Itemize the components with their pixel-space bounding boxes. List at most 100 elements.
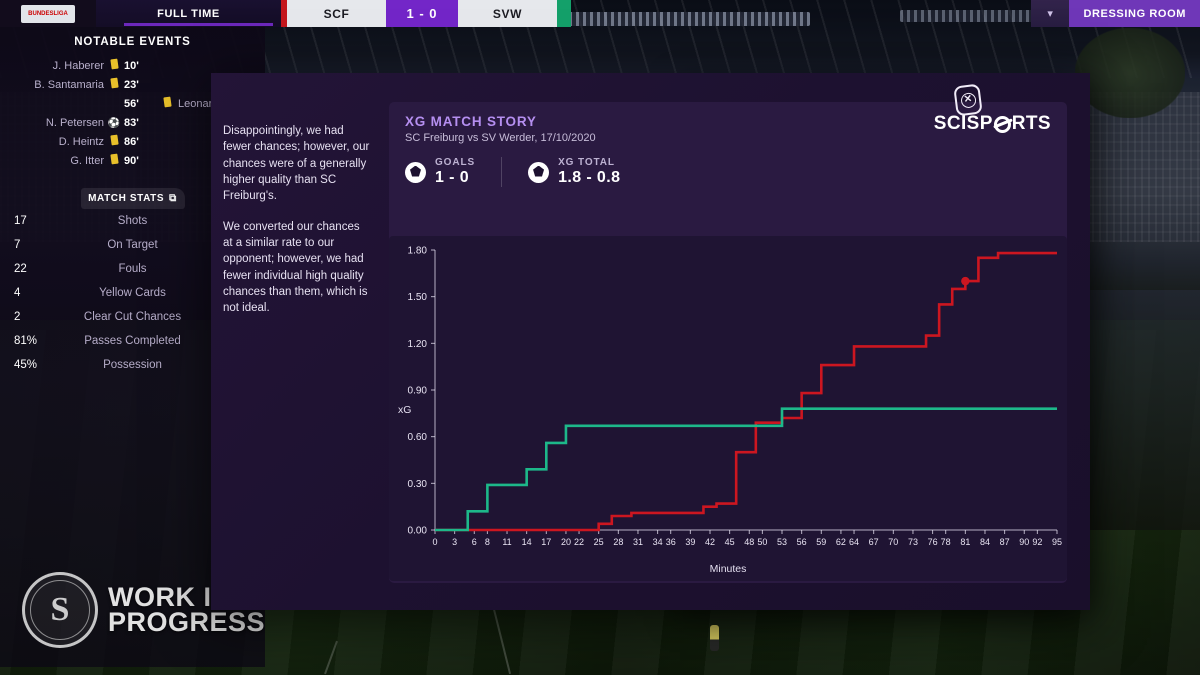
y-tick-label: 0.00 [408, 526, 428, 537]
event-home-icon [104, 77, 124, 91]
stat-home-value: 17 [14, 215, 27, 227]
xg-card: XG MATCH STORY SC Freiburg vs SV Werder,… [389, 102, 1067, 583]
summary-label: XG TOTAL [558, 157, 615, 168]
match-stat-row: 17 Shots [0, 209, 265, 233]
yellow-card-icon [109, 153, 119, 165]
xg-chart[interactable]: 0.00 0.30 0.60 0.90 1.20 1.50 1.80 0 3 6 8 11 14 17 20… [389, 236, 1067, 581]
x-tick-label: 76 [928, 537, 938, 547]
summary-label: GOALS [435, 157, 476, 168]
close-icon[interactable]: ✕ [953, 83, 983, 117]
tree [1075, 28, 1185, 118]
match-stat-row: 7 On Target [0, 233, 265, 257]
x-tick-label: 95 [1052, 537, 1062, 547]
y-tick-label: 0.90 [408, 386, 428, 397]
summary-block: GOALS 1 - 0 [405, 157, 501, 187]
notable-event-row: B. Santamaria 23' [0, 75, 265, 94]
stat-label: Yellow Cards [99, 287, 166, 299]
notable-event-row: D. Heintz 86' [0, 132, 265, 151]
football-icon [528, 161, 550, 183]
commentary-paragraph-1: Disappointingly, we had fewer chances; h… [223, 125, 370, 203]
stat-label: Clear Cut Chances [83, 311, 182, 323]
x-tick-label: 62 [836, 537, 846, 547]
event-home-player: G. Itter [70, 154, 104, 167]
x-tick-label: 31 [633, 537, 643, 547]
notable-events-title: NOTABLE EVENTS [74, 36, 191, 48]
event-minute: 83' [124, 116, 139, 129]
event-minute: 10' [124, 59, 139, 72]
x-tick-label: 87 [1000, 537, 1010, 547]
notable-event-row: J. Haberer 10' [0, 56, 265, 75]
y-tick-label: 1.80 [408, 246, 428, 257]
x-tick-label: 42 [705, 537, 715, 547]
x-tick-label: 81 [960, 537, 970, 547]
stat-home-value: 45% [14, 359, 38, 371]
x-tick-label: 22 [574, 537, 584, 547]
x-tick-label: 64 [849, 537, 859, 547]
commentary-paragraph-2: We converted our chances at a similar ra… [223, 220, 368, 315]
page-title: XG MATCH STORY [405, 114, 537, 129]
x-tick-label: 48 [744, 537, 754, 547]
top-match-bar: BUNDESLIGA FULL TIME SCF 1 - 0 SVW ▾ DRE… [0, 0, 1200, 27]
event-home-player: J. Haberer [52, 59, 104, 72]
event-home-player: D. Heintz [58, 135, 104, 148]
x-tick-label: 59 [816, 537, 826, 547]
x-tick-label: 92 [1032, 537, 1042, 547]
x-tick-label: 34 [653, 537, 663, 547]
stat-home-value: 4 [14, 287, 21, 299]
x-tick-label: 56 [797, 537, 807, 547]
xg-chart-svg: 0.000.300.600.901.201.501.800 3 6 8 11 14 17 20… [408, 246, 1062, 548]
x-axis-label: Minutes [709, 563, 747, 575]
xg-series-line [435, 407, 1057, 532]
x-tick-label: 45 [725, 537, 735, 547]
y-tick-label: 0.30 [408, 479, 428, 490]
match-stats-label: MATCH STATS [88, 193, 165, 204]
xg-series-line [435, 251, 1057, 532]
yellow-card-icon [109, 77, 119, 89]
x-tick-label: 90 [1019, 537, 1029, 547]
event-home-player: N. Petersen [45, 116, 104, 129]
event-minute: 56' [124, 97, 139, 110]
competition-logo: BUNDESLIGA [0, 0, 96, 27]
match-stat-row: 22 Fouls [0, 257, 265, 281]
modal-commentary: Disappointingly, we had fewer chances; h… [211, 73, 389, 610]
match-stat-row: 81% Passes Completed [0, 329, 265, 353]
x-tick-label: 36 [666, 537, 676, 547]
summary-value: 1.8 - 0.8 [558, 169, 621, 186]
football-icon [405, 161, 426, 183]
expand-icon: ⧉ [169, 193, 177, 204]
x-tick-label: 8 [485, 537, 490, 547]
home-team-colour-strip [281, 0, 287, 27]
y-tick-label: 1.50 [408, 292, 428, 303]
stat-label: Fouls [118, 263, 147, 275]
y-axis-label: xG [398, 404, 412, 416]
yellow-card-icon [109, 58, 119, 70]
stat-home-value: 81% [14, 335, 38, 347]
stat-label: Passes Completed [84, 335, 181, 347]
x-tick-label: 73 [908, 537, 918, 547]
x-tick-label: 14 [522, 537, 532, 547]
x-tick-label: 39 [685, 537, 695, 547]
stat-home-value: 22 [14, 263, 27, 275]
bundesliga-badge-icon: BUNDESLIGA [21, 4, 75, 23]
x-tick-label: 0 [432, 537, 437, 547]
x-tick-label: 78 [941, 537, 951, 547]
goal-ball-icon: ⚽ [107, 117, 121, 129]
home-team-abbr[interactable]: SCF [287, 0, 386, 27]
x-tick-label: 70 [888, 537, 898, 547]
x-tick-label: 17 [541, 537, 551, 547]
match-score: 1 - 0 [386, 0, 458, 27]
topbar-spacer [571, 0, 1031, 27]
event-home-player: B. Santamaria [34, 78, 104, 91]
away-team-abbr[interactable]: SVW [458, 0, 557, 27]
dressing-room-button[interactable]: DRESSING ROOM [1069, 0, 1200, 27]
stat-label: Shots [117, 215, 148, 227]
event-home-icon [104, 134, 124, 148]
away-team-colour-strip [557, 0, 571, 27]
stat-label: On Target [107, 239, 158, 251]
match-stats-button[interactable]: MATCH STATS ⧉ [80, 188, 185, 209]
chevron-down-icon[interactable]: ▾ [1031, 0, 1070, 27]
x-tick-label: 20 [561, 537, 571, 547]
x-tick-label: 6 [472, 537, 477, 547]
x-tick-label: 50 [757, 537, 767, 547]
